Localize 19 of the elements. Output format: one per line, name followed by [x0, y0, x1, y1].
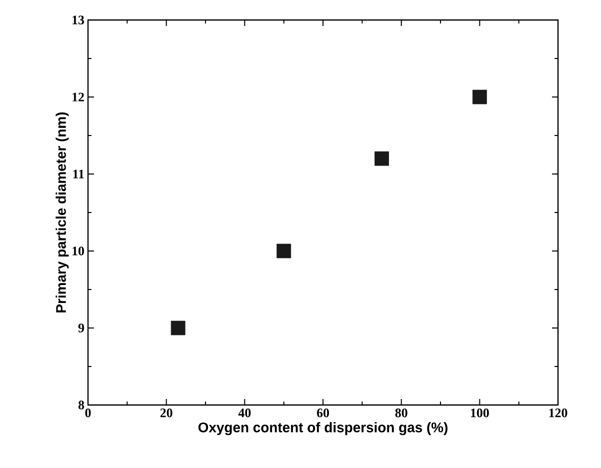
point: [276, 244, 292, 258]
x-axis-title: Oxygen content of dispersion gas (%): [198, 422, 448, 436]
point: [472, 90, 487, 104]
y-tick-label: 13: [72, 16, 84, 24]
y-tick-label: 10: [72, 246, 84, 256]
y-tick-label: 12: [72, 92, 84, 102]
x-tick-label: 60: [316, 408, 329, 418]
x-tick-label: 0: [85, 408, 91, 418]
x-tick-label: 120: [549, 408, 568, 418]
y-tick-label: 8: [78, 400, 84, 410]
y-axis-title: Primary particle diameter (nm): [56, 112, 69, 312]
x-tick-label: 100: [470, 408, 489, 418]
x-tick-label: 20: [160, 408, 172, 418]
point: [170, 320, 186, 336]
point: [374, 151, 389, 166]
x-tick-label: 80: [395, 408, 408, 418]
y-tick-label: 11: [73, 170, 84, 178]
x-tick-label: 40: [238, 408, 251, 418]
y-tick-label: 9: [78, 324, 84, 332]
